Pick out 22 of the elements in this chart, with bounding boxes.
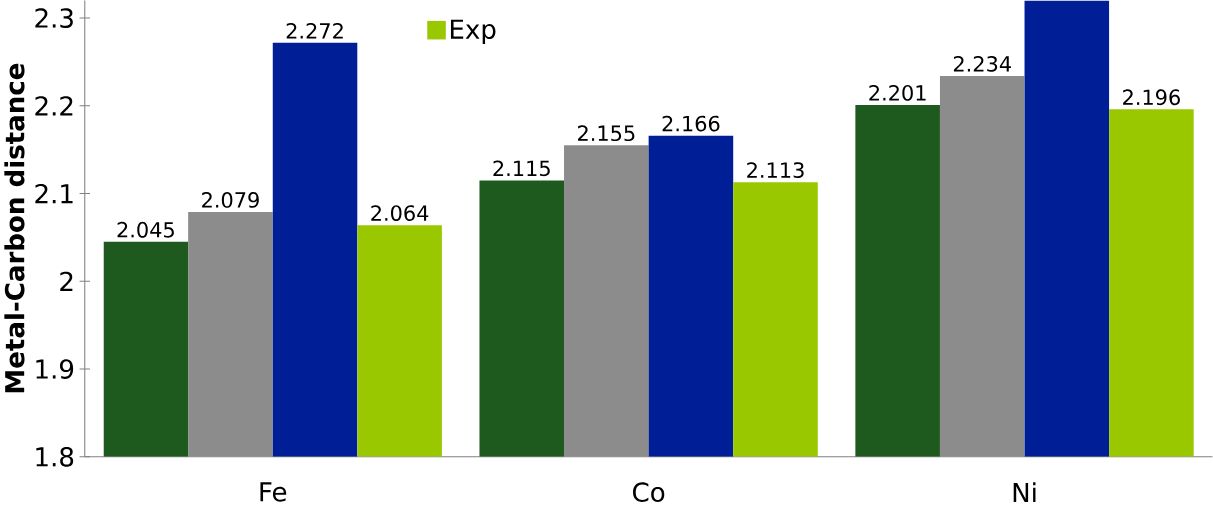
data-label: 2.155 [578,125,635,141]
y-tick-label: 1.9 [36,359,74,379]
data-label: 2.079 [202,191,259,208]
y-tick-label: 2 [60,271,73,291]
y-tick-label: 2.3 [35,8,73,28]
data-label: 2.234 [953,55,1011,72]
data-label: 2.115 [493,160,550,177]
legend-label: Exp [450,19,496,44]
data-label: 2.113 [747,162,804,178]
data-label: 2.272 [286,22,343,39]
y-tick-label: 2.2 [35,95,73,116]
data-label: 2.201 [869,84,926,101]
x-tick-label: Ni [1013,482,1036,502]
y-tick-label: 1.8 [36,446,74,467]
data-label: 2.045 [117,221,174,238]
y-tick-label: 2.1 [35,183,73,204]
x-tick-label: Fe [260,482,287,502]
data-label: 2.196 [1123,89,1180,105]
data-label: 2.166 [662,115,720,132]
data-label: 2.064 [371,205,429,221]
y-axis-title: Metal-Carbon distance [4,63,25,393]
x-tick-label: Co [633,482,665,502]
